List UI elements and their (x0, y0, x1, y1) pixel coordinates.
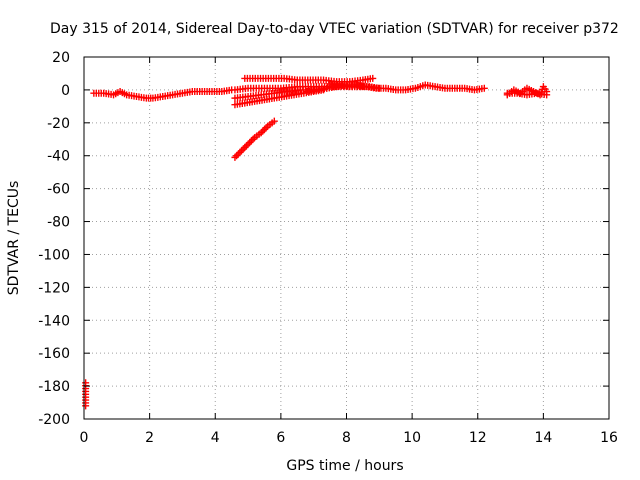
series-7 (326, 81, 383, 92)
data-point (503, 89, 551, 99)
chart-title: Day 315 of 2014, Sidereal Day-to-day VTE… (50, 21, 619, 37)
x-tick-label: 8 (342, 430, 351, 446)
series-5 (241, 74, 377, 86)
data-point (241, 74, 377, 86)
x-tick-label: 6 (276, 430, 285, 446)
y-axis-label: SDTVAR / TECUs (6, 181, 22, 296)
data-point (326, 81, 383, 92)
series-1 (231, 117, 278, 161)
y-tick-label: -200 (38, 412, 70, 428)
y-tick-label: 0 (61, 83, 70, 99)
y-tick-label: -60 (47, 182, 70, 198)
x-tick-label: 12 (469, 430, 487, 446)
x-axis-label: GPS time / hours (286, 458, 403, 474)
y-tick-label: -80 (47, 215, 70, 231)
grid-lines (84, 57, 609, 419)
y-tick-label: -100 (38, 247, 70, 263)
x-tick-label: 10 (403, 430, 421, 446)
x-tick-label: 0 (80, 430, 89, 446)
data-points (82, 74, 551, 410)
y-tick-label: -20 (47, 116, 70, 132)
y-tick-label: 20 (52, 50, 70, 66)
data-point (231, 117, 278, 161)
x-tick-label: 2 (145, 430, 154, 446)
series-9 (503, 89, 551, 99)
data-point (90, 86, 236, 102)
y-tick-label: -140 (38, 313, 70, 329)
y-tick-label: -40 (47, 149, 70, 165)
axes: 0 2 4 6 8 10 12 14 16 20 0 -20 -40 -60 -80 -100 -120 -140… (38, 50, 618, 446)
x-tick-label: 14 (534, 430, 552, 446)
x-tick-label: 16 (600, 430, 618, 446)
y-tick-label: -120 (38, 280, 70, 296)
y-tick-label: -160 (38, 346, 70, 362)
series-0 (90, 86, 236, 102)
data-point (82, 379, 90, 410)
series-10 (82, 379, 90, 410)
y-tick-label: -180 (38, 379, 70, 395)
x-tick-label: 4 (211, 430, 220, 446)
